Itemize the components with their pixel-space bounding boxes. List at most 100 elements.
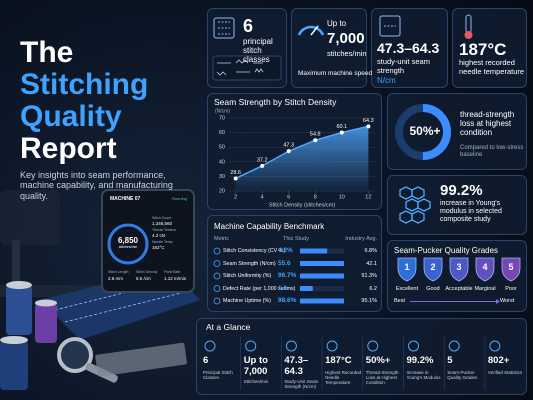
glance-value: 802+	[487, 355, 510, 366]
hex-icon	[399, 186, 431, 224]
grade-number: 1	[404, 262, 410, 272]
shield	[501, 257, 521, 282]
glance-value: Up to 7,000	[243, 355, 268, 377]
avg-value: 95.1%	[361, 298, 377, 304]
machine-name: MACHINE 07	[110, 196, 141, 202]
chart-title: Seam Strength by Stitch Density	[214, 97, 337, 107]
bar	[300, 286, 313, 291]
data-label: 60.1	[336, 124, 347, 130]
row-icon	[213, 297, 221, 305]
title-line: Report	[20, 132, 117, 165]
column-header: This Study	[283, 236, 309, 242]
avg-value: 6.2	[369, 285, 377, 292]
x-tick-label: 8	[314, 194, 317, 200]
avg-value: 6.8%	[364, 248, 377, 254]
tablet-stat-label: Stitch Count	[152, 216, 172, 220]
avg-value: 91.3%	[361, 273, 377, 279]
tablet-stat-value: 2.8 mm	[108, 276, 124, 281]
line	[235, 125, 369, 180]
title-line: The	[20, 36, 74, 69]
shield	[475, 257, 495, 282]
y-tick-label: 60	[219, 130, 225, 136]
donut-card	[387, 93, 527, 170]
card	[371, 8, 448, 88]
glance-label: Highest Recorded Needle Temperature	[325, 370, 362, 386]
spools	[0, 281, 57, 390]
grades-title: Seam-Pucker Quality Grades	[394, 246, 499, 255]
row-icon	[213, 285, 221, 292]
y-tick-label: 20	[219, 188, 225, 194]
data-label: 47.3	[283, 143, 294, 149]
point	[339, 130, 344, 135]
donut-text: thread-strength loss at highest conditio…	[460, 110, 515, 138]
donut-label: 50%+	[409, 124, 441, 138]
glance-value: 99.2%	[406, 355, 434, 366]
glance-icon	[326, 340, 338, 352]
stat-unit: stitches/min	[327, 49, 367, 58]
subtitle: Key insights into seam performance, mach…	[20, 170, 173, 201]
data-label: 37.2	[257, 157, 268, 163]
stat-value: 47.3–64.3	[377, 40, 440, 56]
glance-value: 6	[203, 355, 209, 366]
metric: Stitch Uniformity (%)	[223, 273, 272, 279]
tablet-stat-value: 1.12 m/min	[164, 276, 187, 281]
donut-note: Compared to low-stress baseline	[460, 145, 524, 158]
bar	[300, 298, 344, 304]
row-icon	[213, 260, 221, 267]
study-value: 55.6	[278, 259, 291, 267]
point	[313, 138, 318, 143]
glance-label: Seam-Pucker Quality Grades	[447, 370, 478, 381]
point	[260, 163, 265, 168]
y-tick-label: 30	[219, 174, 225, 180]
stat-prefix: Up to	[327, 19, 347, 28]
column-header: Metric	[214, 236, 229, 242]
glance-icon	[204, 340, 216, 352]
glance-label: Principal Stitch Classes	[203, 370, 233, 381]
grade-number: 5	[508, 262, 514, 272]
donut	[395, 104, 451, 160]
bar	[300, 273, 344, 279]
tablet-stat-label: Stitch Density	[136, 270, 158, 274]
data-label: 28.6	[230, 170, 241, 176]
grade-number: 2	[430, 262, 436, 272]
worst-label: Worst	[500, 298, 515, 304]
glance-icon	[489, 340, 501, 352]
point	[366, 124, 371, 129]
glance-value: 187°C	[325, 355, 352, 366]
title-line: Quality	[20, 100, 122, 133]
point	[233, 176, 238, 181]
data-label: 54.8	[310, 132, 321, 138]
row-icon	[213, 272, 221, 280]
tablet-stat-label: Needle Temp	[152, 240, 173, 244]
metric: Seam Strength (N/cm)	[223, 260, 276, 267]
bar-track	[300, 286, 344, 291]
best-label: Best	[394, 298, 406, 304]
row-icon	[213, 247, 221, 255]
machine-speed-unit: stitches/min	[118, 245, 138, 249]
stat-value: 187°C	[459, 40, 507, 59]
column-header: Industry Avg.	[345, 236, 377, 242]
grade-label: Marginal	[474, 286, 496, 292]
glance-value: 47.3–64.3	[284, 355, 309, 377]
machine-status: Running	[172, 196, 187, 201]
grade-label: Good	[426, 286, 440, 292]
card-icons	[212, 14, 473, 81]
modulus-text: increase in Young's modulus in selected …	[440, 200, 502, 224]
x-tick-label: 12	[365, 194, 371, 200]
x-axis-label: Stitch Density (stitches/cm)	[269, 202, 335, 208]
x-tick-label: 10	[339, 194, 345, 200]
glance-label: Increase in Young's Modulus	[406, 370, 441, 381]
shield	[397, 257, 417, 282]
glance-card	[196, 318, 527, 395]
grade-number: 3	[456, 262, 462, 272]
card	[452, 8, 527, 88]
glance-icon	[245, 340, 257, 352]
card	[291, 8, 367, 88]
stat-value: 6	[243, 16, 254, 36]
machine-speed: 6,850	[117, 236, 139, 245]
y-axis-label: (N/cm)	[215, 108, 230, 114]
metric: Machine Uptime (%)	[223, 298, 271, 304]
